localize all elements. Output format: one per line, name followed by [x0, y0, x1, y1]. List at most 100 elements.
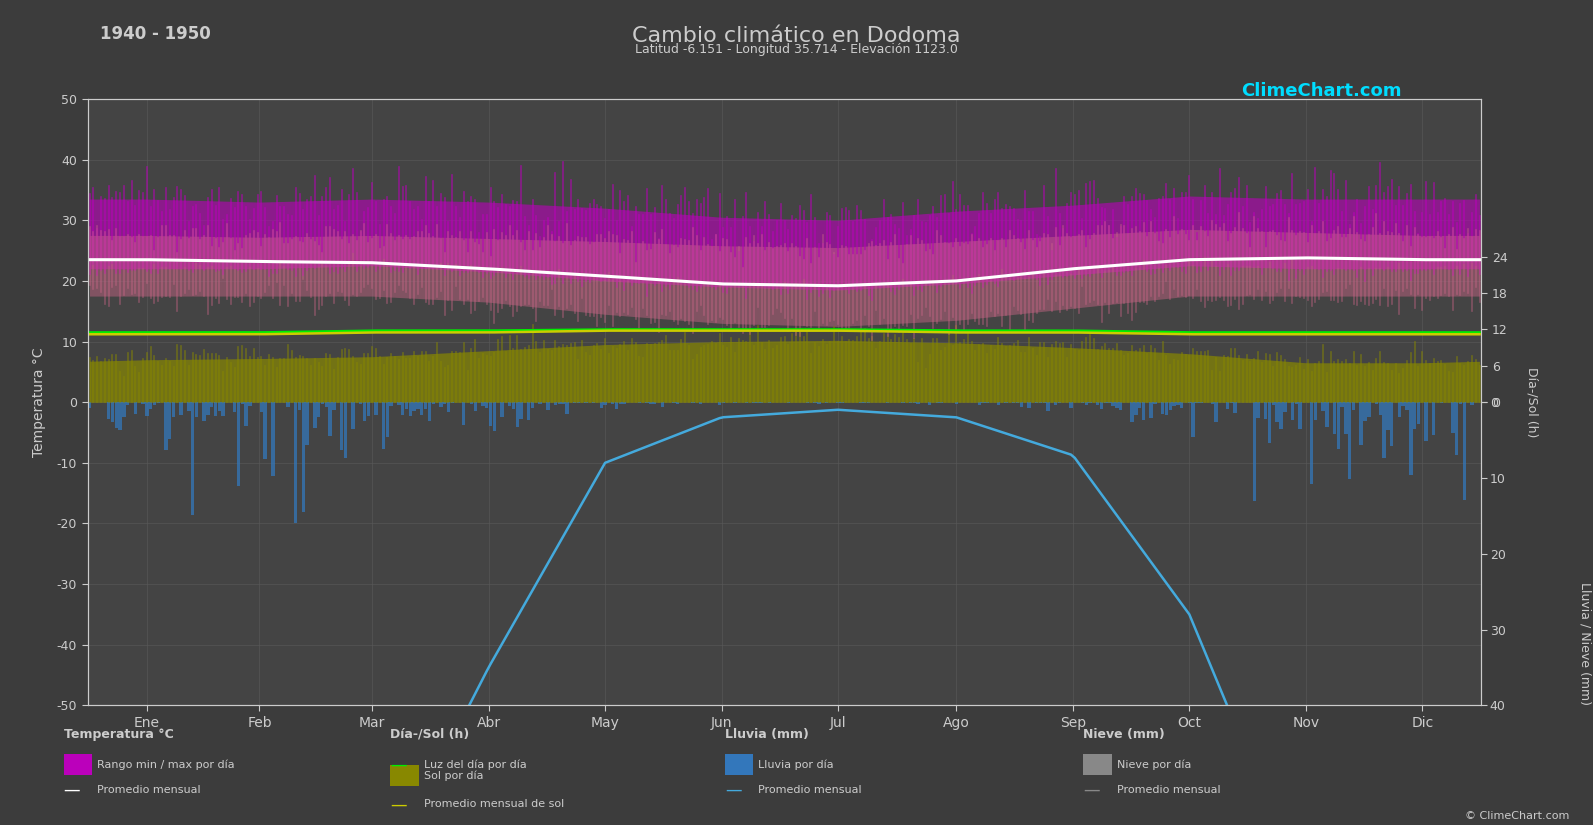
Bar: [427, 403, 432, 421]
Bar: [287, 403, 290, 407]
Bar: [408, 403, 413, 416]
Bar: [1169, 403, 1172, 410]
Text: 1940 - 1950: 1940 - 1950: [100, 25, 212, 43]
Bar: [317, 403, 320, 417]
Bar: [134, 403, 137, 414]
Bar: [1020, 403, 1023, 407]
Bar: [142, 403, 145, 404]
Text: Sol por día: Sol por día: [424, 771, 483, 780]
Bar: [1172, 403, 1176, 406]
Bar: [271, 403, 274, 477]
Bar: [295, 403, 298, 523]
Bar: [333, 403, 336, 410]
Bar: [481, 403, 484, 407]
Bar: [1271, 403, 1274, 405]
Bar: [145, 403, 148, 416]
Bar: [112, 403, 115, 422]
Bar: [320, 403, 325, 404]
Bar: [1252, 403, 1255, 501]
Text: Promedio mensual: Promedio mensual: [758, 785, 862, 794]
Bar: [1176, 403, 1179, 405]
Bar: [511, 403, 515, 409]
Bar: [675, 403, 679, 404]
Bar: [1424, 403, 1427, 441]
Bar: [954, 403, 957, 404]
Bar: [416, 403, 419, 409]
Text: Temperatura °C: Temperatura °C: [64, 728, 174, 741]
Bar: [554, 403, 558, 405]
Bar: [244, 403, 249, 427]
Bar: [1367, 403, 1370, 417]
Bar: [558, 403, 561, 404]
Text: —: —: [64, 780, 80, 799]
Bar: [1290, 403, 1294, 420]
Bar: [325, 403, 328, 407]
Bar: [390, 403, 393, 406]
Bar: [241, 403, 244, 404]
Bar: [446, 403, 451, 412]
Text: —: —: [390, 795, 406, 813]
Bar: [405, 403, 408, 409]
Bar: [599, 403, 604, 408]
Bar: [1192, 403, 1195, 437]
Bar: [1352, 403, 1356, 410]
Bar: [440, 403, 443, 407]
Text: © ClimeChart.com: © ClimeChart.com: [1464, 811, 1569, 821]
Bar: [1134, 403, 1137, 415]
Bar: [339, 403, 342, 450]
Y-axis label: Día-/Sol (h): Día-/Sol (h): [1526, 367, 1539, 437]
Bar: [1391, 403, 1394, 446]
Bar: [186, 403, 191, 411]
Bar: [352, 403, 355, 428]
Bar: [401, 403, 405, 415]
Bar: [538, 403, 542, 404]
Bar: [1344, 403, 1348, 434]
Text: Promedio mensual de sol: Promedio mensual de sol: [424, 799, 564, 809]
Bar: [1459, 403, 1462, 404]
Bar: [382, 403, 386, 449]
Bar: [366, 403, 370, 417]
Bar: [363, 403, 366, 421]
Bar: [314, 403, 317, 428]
Bar: [1333, 403, 1337, 435]
Bar: [1451, 403, 1454, 433]
Bar: [1413, 403, 1416, 429]
Text: Lluvia por día: Lluvia por día: [758, 760, 833, 770]
Bar: [328, 403, 331, 436]
Bar: [202, 403, 205, 422]
Bar: [107, 403, 110, 419]
Text: —: —: [1083, 780, 1099, 799]
Y-axis label: Temperatura °C: Temperatura °C: [32, 347, 46, 457]
Bar: [718, 403, 722, 405]
Text: Promedio mensual: Promedio mensual: [97, 785, 201, 794]
Bar: [1454, 403, 1458, 455]
Bar: [1386, 403, 1389, 431]
Bar: [233, 403, 236, 412]
Bar: [1340, 403, 1344, 407]
Text: Nieve (mm): Nieve (mm): [1083, 728, 1164, 741]
Bar: [413, 403, 416, 412]
Bar: [1214, 403, 1217, 422]
Bar: [1211, 403, 1214, 404]
Bar: [929, 403, 932, 405]
Bar: [1314, 403, 1317, 420]
Bar: [1279, 403, 1282, 429]
Bar: [172, 403, 175, 417]
Bar: [615, 403, 618, 409]
Bar: [1337, 403, 1340, 449]
Bar: [194, 403, 198, 417]
Bar: [1263, 403, 1268, 419]
Bar: [1416, 403, 1421, 424]
Bar: [1364, 403, 1367, 421]
Bar: [1137, 403, 1142, 408]
Bar: [1432, 403, 1435, 435]
Bar: [1233, 403, 1236, 412]
Bar: [386, 403, 389, 437]
Bar: [374, 403, 378, 415]
Bar: [249, 403, 252, 406]
Bar: [519, 403, 523, 419]
Bar: [1321, 403, 1325, 411]
Bar: [1047, 403, 1050, 411]
Bar: [470, 403, 473, 404]
Bar: [397, 403, 400, 405]
